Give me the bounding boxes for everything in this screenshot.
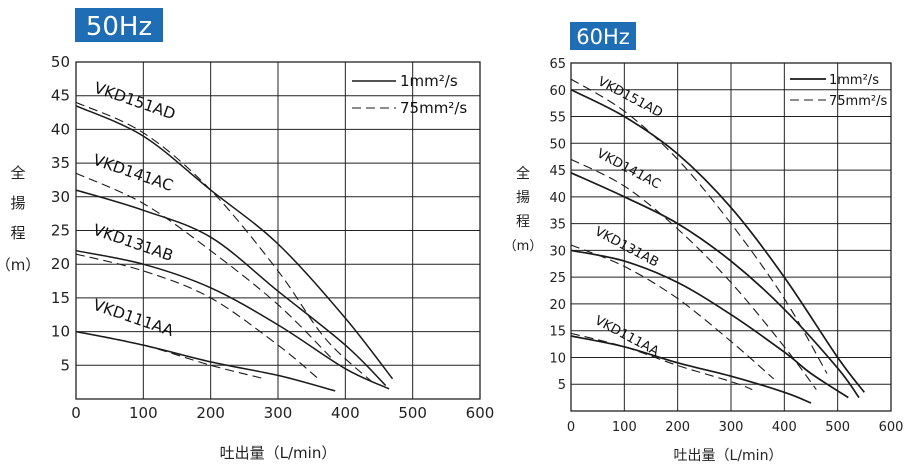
y-axis-title-char-2: 揚 <box>516 189 530 206</box>
y-tick-labels: 5 10 15 20 25 30 35 40 45 50 55 60 65 <box>549 57 566 393</box>
x-tick-label: 200 <box>196 404 225 422</box>
x-tick-label: 200 <box>665 420 690 435</box>
y-tick-label: 15 <box>549 325 566 340</box>
curve-label-vkd141ac: VKD141AC <box>91 151 176 195</box>
x-tick-label: 300 <box>719 420 744 435</box>
x-tick-label: 600 <box>466 404 495 422</box>
plot-frame <box>570 62 892 412</box>
legend-label-solid: 1mm²/s <box>400 72 458 90</box>
title-badge <box>570 22 636 50</box>
curves <box>570 78 865 404</box>
y-tick-label: 35 <box>51 154 70 172</box>
y-tick-label: 55 <box>549 111 566 126</box>
y-axis-title-char-4: （m） <box>0 256 40 274</box>
curves <box>75 101 394 392</box>
y-tick-label: 35 <box>549 218 566 233</box>
curve-label-vkd131ab: VKD131AB <box>592 224 661 270</box>
x-axis-title: 吐出量（L/min） <box>220 444 337 462</box>
y-tick-label: 25 <box>51 222 70 240</box>
y-tick-label: 30 <box>549 244 566 259</box>
curve-label-vkd111aa: VKD111AA <box>592 313 661 359</box>
y-tick-label: 10 <box>51 323 70 341</box>
y-tick-label: 10 <box>549 351 566 366</box>
y-tick-label: 20 <box>51 255 70 273</box>
legend-label-solid: 1mm²/s <box>829 73 879 88</box>
series-vkd131ab-1mm2s-line <box>570 249 849 399</box>
series-vkd141ac-75mm2s-line <box>570 158 817 390</box>
series-vkd141ac-1mm2s-line <box>570 172 860 399</box>
y-tick-label: 65 <box>549 57 566 72</box>
legend: 1mm²/s 75mm²/s <box>352 72 467 117</box>
curve-label-vkd131ab: VKD131AB <box>91 221 176 265</box>
x-tick-labels: 0 100 200 300 400 500 600 <box>71 404 494 422</box>
y-tick-label: 15 <box>51 289 70 307</box>
x-tick-label: 300 <box>264 404 293 422</box>
x-tick-label: 500 <box>398 404 427 422</box>
x-tick-label: 0 <box>71 404 81 422</box>
title-badge <box>75 8 163 42</box>
y-axis-title-char-3: 程 <box>516 214 530 230</box>
y-tick-label: 50 <box>51 53 70 71</box>
chart-60hz: 60Hz 5 10 15 20 25 30 35 40 45 50 55 60 65 0 100 200 30… <box>504 22 904 464</box>
chart-title: 50Hz <box>86 12 152 42</box>
y-tick-label: 20 <box>549 298 566 313</box>
x-axis-title: 吐出量（L/min） <box>674 448 783 464</box>
y-tick-label: 45 <box>549 164 566 179</box>
series-vkd131ab-75mm2s-line <box>570 244 775 380</box>
legend-label-dashed: 75mm²/s <box>400 99 467 117</box>
x-tick-labels: 0 100 200 300 400 500 600 <box>567 420 904 435</box>
series-vkd141ac-1mm2s-line <box>75 189 387 387</box>
y-tick-labels: 5 10 15 20 25 30 35 40 45 50 <box>51 53 70 374</box>
y-axis-title-char-1: 全 <box>10 164 25 182</box>
x-tick-label: 0 <box>567 420 575 435</box>
series-vkd111aa-75mm2s-line <box>75 331 265 380</box>
y-tick-label: 30 <box>51 188 70 206</box>
plot-frame <box>75 61 481 400</box>
y-tick-label: 40 <box>51 120 70 138</box>
y-axis-title-char-1: 全 <box>516 165 530 182</box>
x-tick-label: 600 <box>879 420 904 435</box>
legend-label-dashed: 75mm²/s <box>829 94 887 109</box>
y-axis-title-char-2: 揚 <box>10 194 25 212</box>
chart-title: 60Hz <box>576 25 630 49</box>
y-tick-label: 60 <box>549 84 566 99</box>
series-vkd111aa-1mm2s-line <box>75 330 336 392</box>
y-axis-title-char-3: 程 <box>10 224 25 242</box>
chart-50hz: 50Hz 5 10 15 20 25 30 35 40 45 50 0 100 200 300 400 50… <box>0 8 494 462</box>
series-vkd131ab-75mm2s-line <box>75 253 319 380</box>
series-vkd151ad-1mm2s-line <box>75 105 394 380</box>
x-tick-label: 100 <box>612 420 637 435</box>
y-tick-label: 40 <box>549 191 566 206</box>
curve-label-vkd141ac: VKD141AC <box>594 146 663 192</box>
series-vkd111aa-75mm2s-line <box>570 332 753 391</box>
y-tick-label: 45 <box>51 87 70 105</box>
y-tick-label: 50 <box>549 137 566 152</box>
y-axis-title: 全 揚 程 （m） <box>504 165 543 254</box>
y-axis-title: 全 揚 程 （m） <box>0 164 40 274</box>
curve-label-vkd111aa: VKD111AA <box>91 296 177 340</box>
legend: 1mm²/s 75mm²/s <box>790 73 887 109</box>
x-tick-label: 100 <box>129 404 158 422</box>
y-axis-title-char-4: （m） <box>504 239 543 254</box>
x-tick-label: 400 <box>331 404 360 422</box>
x-tick-label: 400 <box>772 420 797 435</box>
series-vkd131ab-1mm2s-line <box>75 249 390 390</box>
y-tick-label: 25 <box>549 271 566 286</box>
y-tick-label: 5 <box>60 356 70 374</box>
series-vkd151ad-75mm2s-line <box>75 101 373 383</box>
series-vkd151ad-1mm2s-line <box>570 89 865 393</box>
curve-labels: VKD151AD VKD141AC VKD131AB VKD111AA <box>592 74 665 359</box>
x-tick-label: 500 <box>825 420 850 435</box>
series-vkd151ad-75mm2s-line <box>570 78 828 374</box>
y-tick-label: 5 <box>558 378 566 393</box>
series-vkd141ac-75mm2s-line <box>75 172 333 359</box>
curve-label-vkd151ad: VKD151AD <box>595 74 665 121</box>
